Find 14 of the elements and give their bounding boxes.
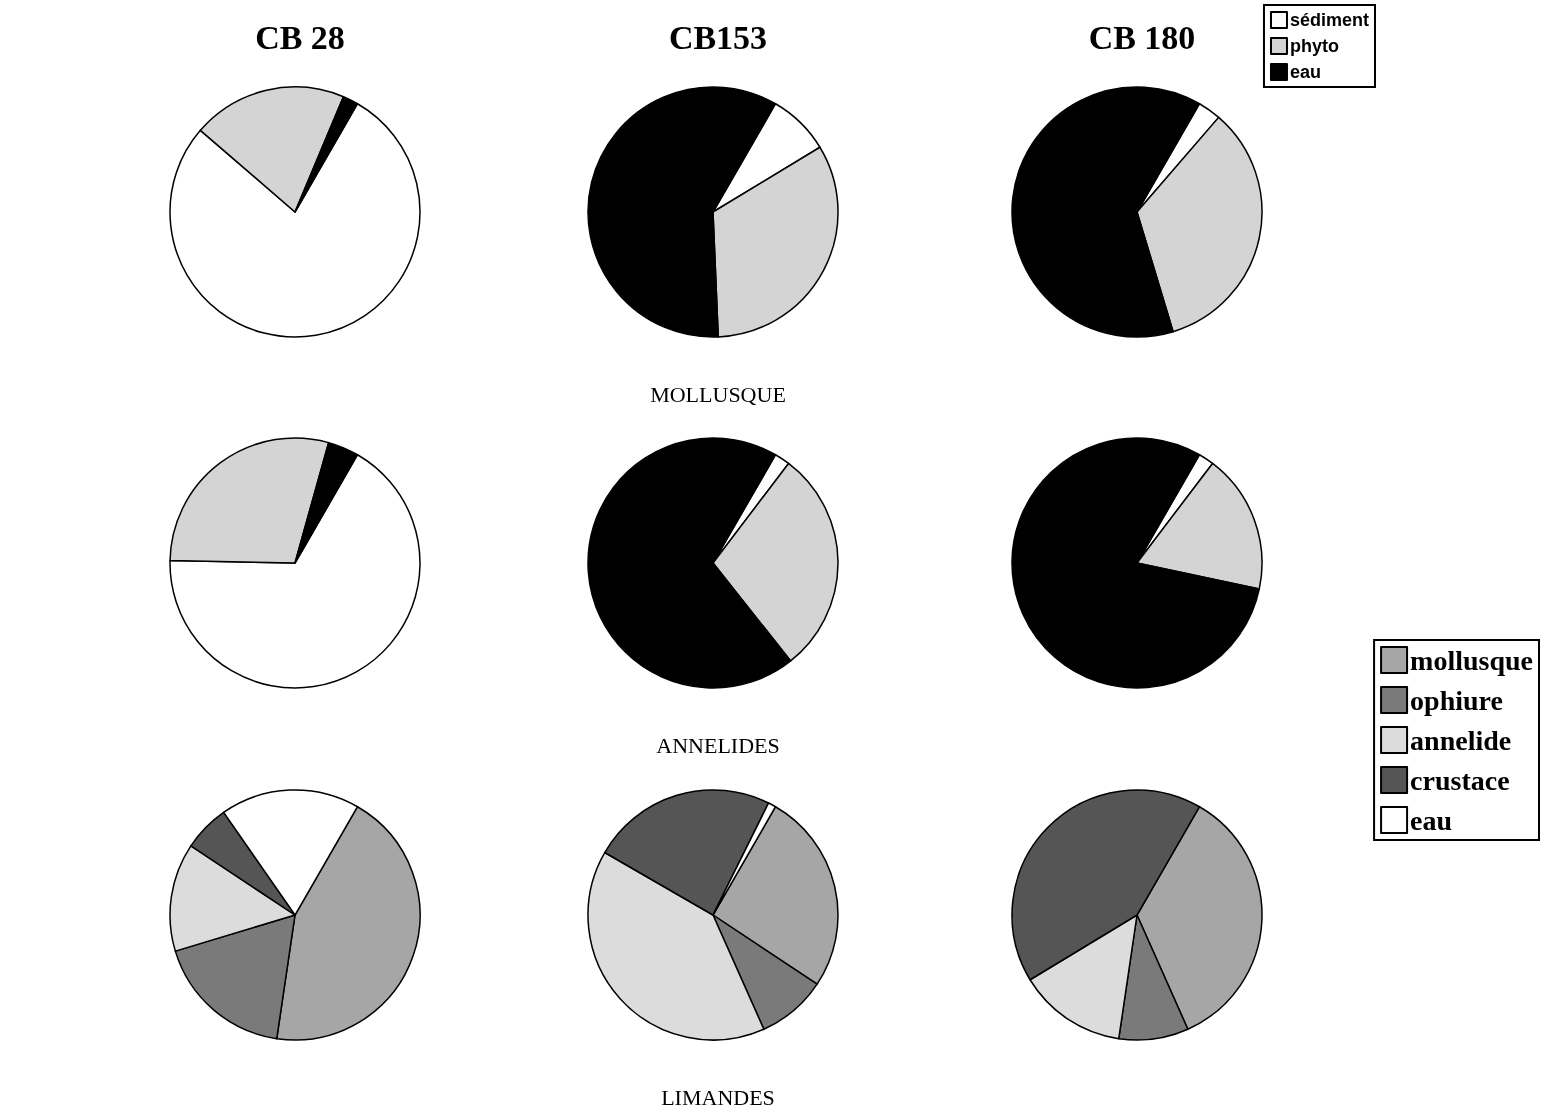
- text: ANNELIDES: [656, 732, 780, 758]
- legend-label: ophiure: [1410, 684, 1503, 716]
- legend-label: phyto: [1289, 36, 1339, 56]
- legend-label: sédiment: [1289, 10, 1370, 30]
- legend-label: crustace: [1410, 764, 1510, 796]
- legend-label: eau: [1410, 804, 1453, 836]
- slice-label: CB 180: [1088, 18, 1196, 56]
- legend-label: eau: [1289, 62, 1322, 82]
- text: LIMANDES: [661, 1084, 775, 1106]
- slice-label: CB153: [668, 18, 768, 56]
- legend-label: annelide: [1410, 724, 1512, 756]
- slice-label: CB 28: [255, 18, 345, 56]
- legend-label: mollusque: [1410, 644, 1534, 676]
- text: MOLLUSQUE: [650, 381, 786, 407]
